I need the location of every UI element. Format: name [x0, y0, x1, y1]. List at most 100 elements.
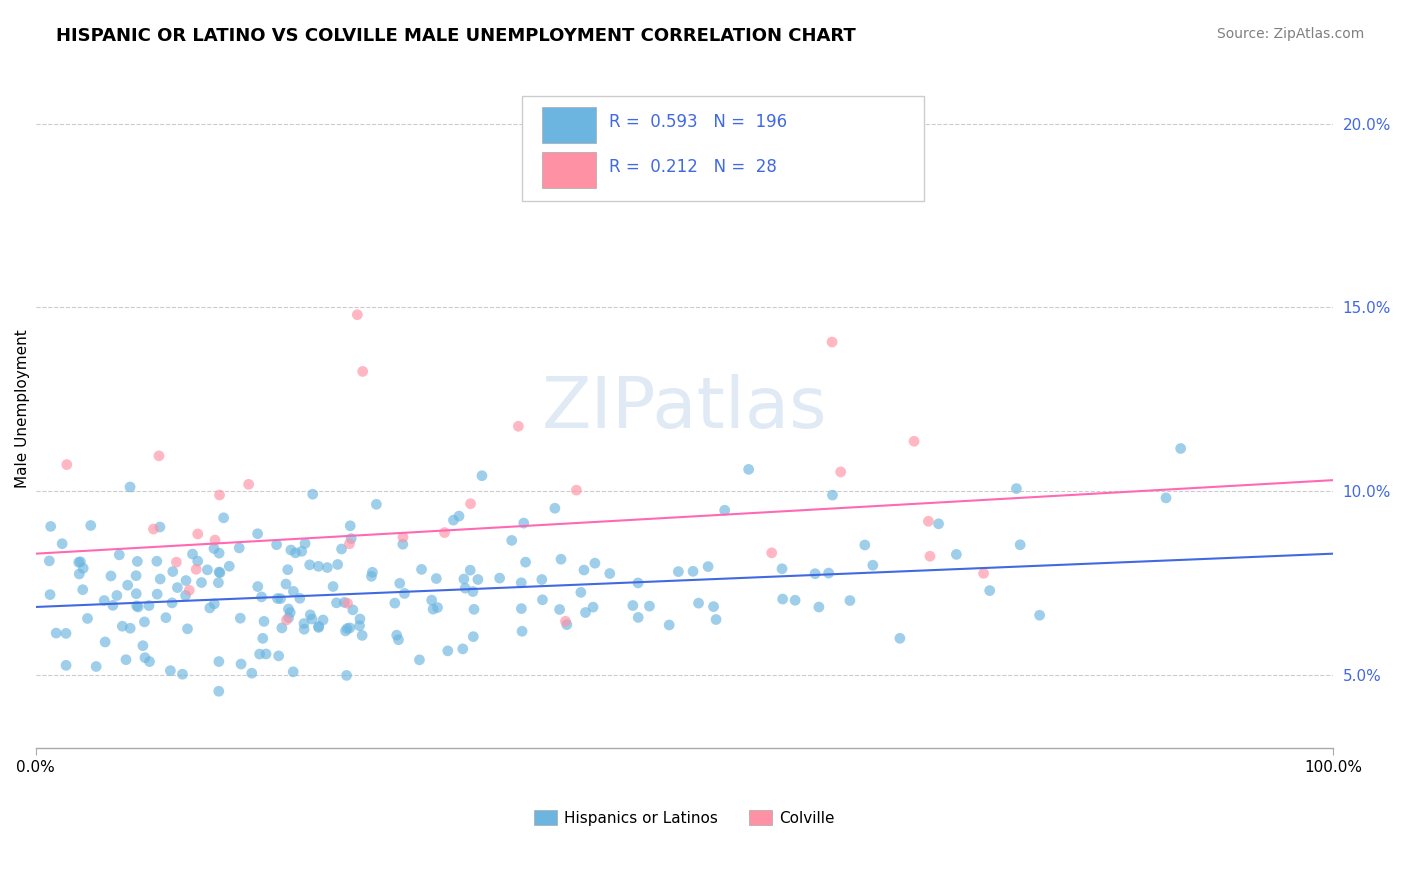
Point: [330, 541, 353, 556]
Point: [555, 617, 578, 632]
Point: [697, 559, 720, 574]
Point: [270, 621, 292, 635]
Point: [352, 364, 374, 378]
Point: [207, 575, 229, 590]
Point: [142, 522, 165, 536]
Point: [208, 565, 231, 579]
Point: [146, 554, 169, 568]
Point: [460, 497, 482, 511]
Point: [274, 577, 297, 591]
Point: [280, 543, 302, 558]
Point: [198, 601, 221, 615]
Point: [278, 606, 301, 620]
Point: [229, 657, 252, 671]
Point: [339, 537, 361, 551]
Point: [283, 584, 305, 599]
Point: [627, 610, 650, 624]
Point: [336, 596, 359, 610]
Point: [218, 559, 240, 574]
Point: [422, 602, 444, 616]
Point: [713, 503, 735, 517]
Point: [621, 599, 644, 613]
Point: [148, 449, 170, 463]
Text: ZIPatlas: ZIPatlas: [541, 374, 827, 443]
Point: [301, 487, 323, 501]
Point: [550, 552, 572, 566]
Point: [433, 525, 456, 540]
Point: [149, 520, 172, 534]
Point: [202, 597, 225, 611]
Point: [134, 650, 156, 665]
Point: [325, 596, 347, 610]
Point: [266, 538, 288, 552]
Point: [973, 566, 995, 581]
Point: [785, 593, 807, 607]
Point: [638, 599, 661, 613]
Point: [463, 630, 485, 644]
Point: [346, 308, 368, 322]
Point: [291, 544, 314, 558]
Point: [155, 610, 177, 624]
Point: [682, 564, 704, 578]
Point: [69, 555, 91, 569]
Point: [326, 558, 349, 572]
Point: [120, 621, 142, 635]
Point: [770, 562, 793, 576]
Point: [471, 468, 494, 483]
Point: [917, 514, 939, 528]
Point: [266, 591, 288, 606]
Point: [254, 647, 277, 661]
Point: [488, 571, 510, 585]
Point: [821, 334, 844, 349]
Point: [174, 574, 197, 588]
Text: R =  0.593   N =  196: R = 0.593 N = 196: [609, 113, 787, 131]
Point: [162, 565, 184, 579]
Point: [39, 519, 62, 533]
Point: [39, 588, 62, 602]
Point: [408, 653, 430, 667]
Point: [208, 566, 231, 580]
Point: [108, 548, 131, 562]
Point: [582, 600, 605, 615]
Point: [572, 563, 595, 577]
Point: [565, 483, 588, 497]
Point: [308, 620, 330, 634]
FancyBboxPatch shape: [522, 95, 924, 201]
Point: [115, 653, 138, 667]
Point: [197, 563, 219, 577]
Point: [839, 593, 862, 607]
Point: [212, 510, 235, 524]
Point: [160, 596, 183, 610]
Point: [186, 562, 208, 576]
Y-axis label: Male Unemployment: Male Unemployment: [15, 329, 30, 488]
Point: [138, 655, 160, 669]
Point: [298, 558, 321, 572]
Point: [80, 518, 103, 533]
Point: [583, 556, 606, 570]
Point: [387, 632, 409, 647]
Point: [55, 626, 77, 640]
Point: [335, 668, 357, 682]
Point: [451, 641, 474, 656]
Point: [292, 622, 315, 636]
Point: [38, 554, 60, 568]
Point: [277, 602, 299, 616]
Point: [228, 541, 250, 555]
Point: [120, 480, 142, 494]
FancyBboxPatch shape: [541, 153, 596, 187]
Point: [447, 509, 470, 524]
Point: [821, 488, 844, 502]
Point: [420, 593, 443, 607]
Point: [240, 666, 263, 681]
Point: [688, 596, 710, 610]
Point: [530, 573, 553, 587]
Point: [283, 665, 305, 679]
Point: [100, 569, 122, 583]
Point: [333, 595, 356, 609]
Point: [132, 639, 155, 653]
Point: [426, 600, 449, 615]
Point: [284, 546, 307, 560]
Point: [853, 538, 876, 552]
Point: [76, 611, 98, 625]
Point: [425, 572, 447, 586]
